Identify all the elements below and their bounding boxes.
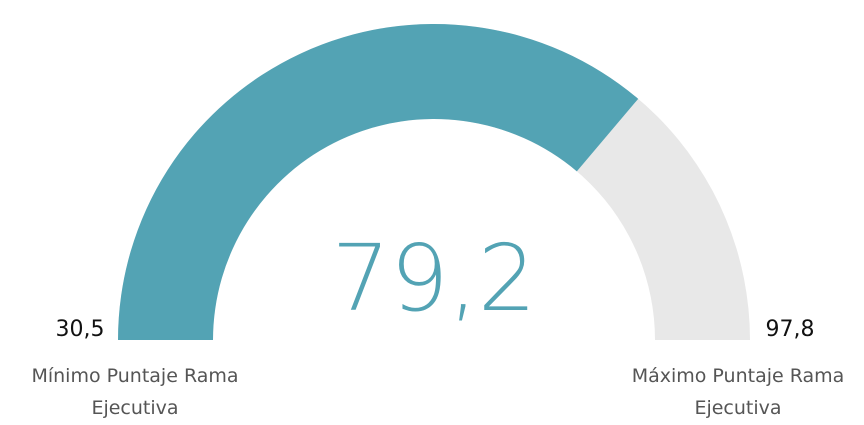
max-name: Máximo Puntaje Rama Ejecutiva [631,365,845,419]
min-name: Mínimo Puntaje Rama Ejecutiva [31,365,239,419]
gauge-value-label: 79,2 [332,225,537,332]
gauge-value-arc [118,24,639,341]
max-label: 97,8 [766,317,815,342]
min-label: 30,5 [56,317,105,342]
